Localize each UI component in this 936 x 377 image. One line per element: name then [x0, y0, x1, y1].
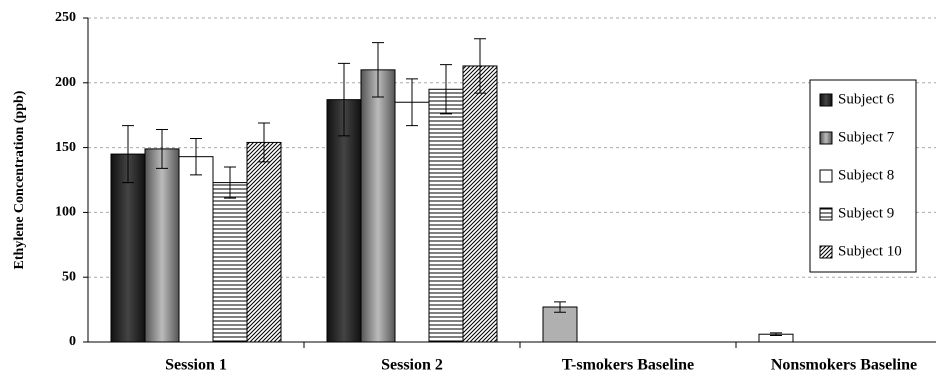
- error-bar: [372, 42, 384, 98]
- legend-swatch: [819, 207, 833, 221]
- y-tick-label: 250: [55, 10, 76, 25]
- error-bar: [224, 166, 236, 199]
- legend-swatch: [819, 169, 833, 183]
- legend-label: Subject 9: [838, 205, 894, 221]
- error-bar: [190, 138, 202, 176]
- legend-swatch: [819, 131, 833, 145]
- x-tick-label: Nonsmokers Baseline: [771, 357, 917, 374]
- x-tick-label: T-smokers Baseline: [562, 357, 694, 374]
- error-bar: [338, 62, 350, 137]
- legend-label: Subject 7: [838, 129, 895, 145]
- bar: [542, 306, 578, 343]
- bar: [212, 182, 248, 343]
- bar: [110, 153, 146, 343]
- bar: [394, 101, 430, 343]
- bar: [462, 65, 498, 343]
- legend-label: Subject 10: [838, 243, 902, 259]
- x-tick-label: Session 2: [381, 357, 443, 374]
- legend-label: Subject 8: [838, 167, 894, 183]
- error-bar: [770, 332, 782, 337]
- bar: [178, 156, 214, 343]
- bar: [144, 148, 180, 343]
- bar: [360, 69, 396, 343]
- error-bar: [156, 128, 168, 169]
- error-bar: [258, 122, 270, 163]
- x-tick-label: Session 1: [165, 357, 227, 374]
- y-tick-label: 200: [55, 75, 76, 90]
- error-bar: [474, 38, 486, 94]
- y-tick-label: 150: [55, 140, 76, 155]
- y-axis-label: Ethylene Concentration (ppb): [12, 90, 27, 269]
- y-tick-label: 50: [62, 269, 76, 284]
- y-tick-label: 0: [69, 334, 76, 349]
- legend-swatch: [819, 245, 833, 259]
- error-bar: [406, 78, 418, 127]
- bar: [326, 99, 362, 343]
- error-bar: [554, 301, 566, 313]
- legend-swatch: [819, 93, 833, 107]
- bar: [428, 88, 464, 343]
- y-tick-label: 100: [55, 205, 76, 220]
- legend-label: Subject 6: [838, 91, 895, 107]
- error-bar: [440, 64, 452, 115]
- error-bar: [122, 125, 134, 184]
- bar: [246, 141, 282, 343]
